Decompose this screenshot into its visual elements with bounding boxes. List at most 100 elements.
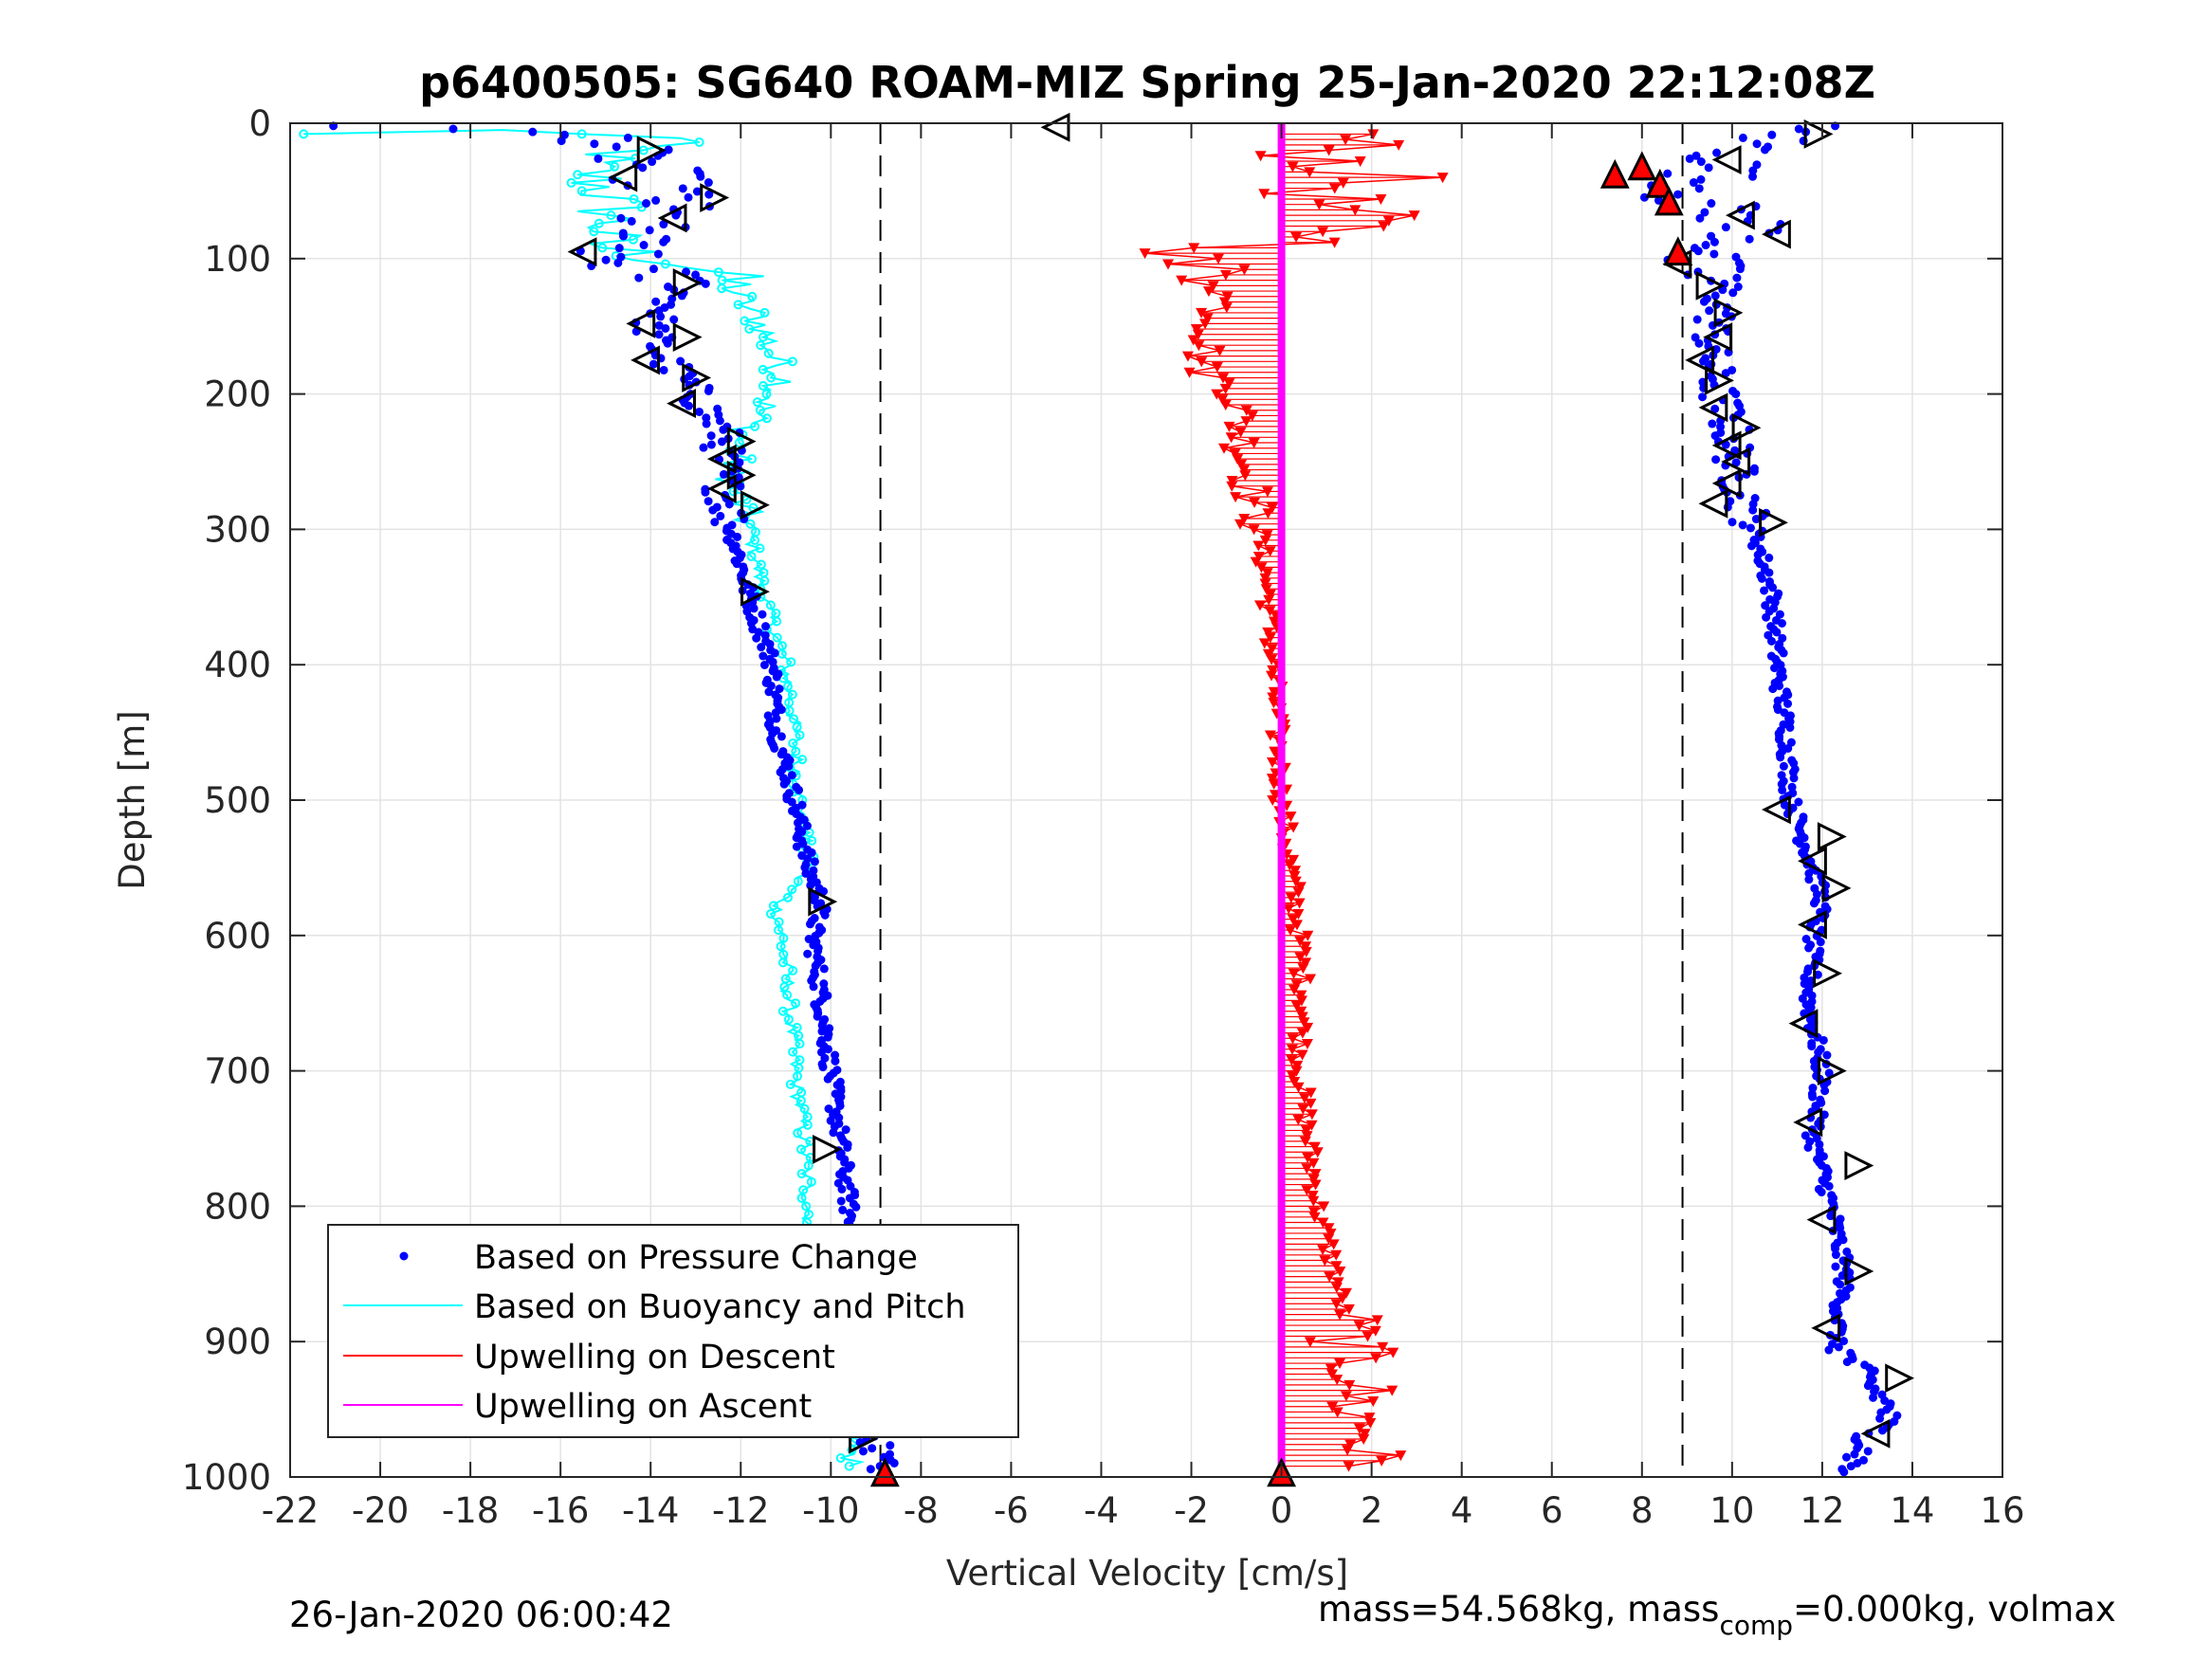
pressure-change-point <box>1689 178 1698 188</box>
upwelling-descent-point <box>1264 632 1276 644</box>
descent-triangle-marker <box>672 322 703 353</box>
pressure-change-point <box>823 1074 832 1084</box>
legend-label-upwelling-ascent: Upwelling on Ascent <box>474 1388 812 1426</box>
buoyancy-pitch-point <box>765 600 776 611</box>
upwelling-descent-point <box>1287 1033 1299 1045</box>
upwelling-descent-point <box>1246 410 1258 422</box>
descent-triangle-marker <box>567 237 597 267</box>
legend-label-pressure: Based on Pressure Change <box>474 1239 918 1277</box>
ascent-triangle-marker <box>1703 322 1733 353</box>
buoyancy-pitch-point <box>793 1128 803 1139</box>
upwelling-descent-point <box>1262 627 1274 638</box>
pressure-change-point <box>1705 306 1714 316</box>
pressure-change-point <box>1694 184 1704 193</box>
pressure-change-point <box>678 184 687 193</box>
pressure-change-point <box>775 684 784 694</box>
pressure-change-point <box>792 842 801 851</box>
buoyancy-pitch-point <box>779 982 790 993</box>
upwelling-descent-point <box>1285 892 1297 903</box>
upwelling-descent-point <box>1223 378 1235 390</box>
upwelling-descent-point <box>1302 1022 1314 1033</box>
pressure-change-point <box>846 1181 855 1191</box>
upwelling-descent-point <box>1286 1055 1298 1066</box>
pressure-change-point <box>1694 338 1704 348</box>
pressure-change-point <box>1824 1068 1834 1078</box>
upwelling-descent-point <box>1408 210 1420 222</box>
pressure-change-point <box>801 868 811 878</box>
upwelling-descent-point <box>1344 1439 1357 1450</box>
upwelling-descent-point <box>1238 513 1251 524</box>
upwelling-descent-point <box>1301 1185 1313 1196</box>
pressure-change-point <box>1785 717 1795 726</box>
upwelling-descent-point <box>1307 1158 1320 1169</box>
pressure-change-point <box>1663 169 1673 178</box>
pressure-change-point <box>1807 991 1817 1000</box>
pressure-change-point <box>761 622 771 631</box>
pressure-change-point <box>805 920 814 929</box>
axis-ticks: -22 -20 -18 -16 -14 -12 -10 -8 -6 -4 -2 0 2 4 6 8 10 12 14… <box>182 103 2025 1531</box>
pressure-change-point <box>1869 1393 1878 1402</box>
buoyancy-pitch-point <box>576 186 587 196</box>
ascent-triangle-marker <box>1705 365 1734 395</box>
upwelling-descent-point <box>1266 774 1278 785</box>
upwelling-descent-point <box>1211 389 1223 400</box>
upwelling-descent-point <box>1261 568 1273 579</box>
pressure-change-point <box>1639 192 1649 202</box>
upwelling-descent-point <box>1232 454 1244 465</box>
upwelling-descent-point <box>1219 400 1232 411</box>
upwelling-descent-point <box>1266 644 1278 655</box>
ascent-triangle-marker <box>1860 1418 1891 1449</box>
upwelling-descent-point <box>1207 281 1219 292</box>
upwelling-descent-point <box>1304 1337 1316 1348</box>
descent-triangle-marker <box>672 268 703 298</box>
upwelling-descent-point <box>1259 578 1271 590</box>
upwelling-descent-point <box>1248 438 1260 449</box>
pressure-change-point <box>770 743 779 753</box>
upwelling-descent-point <box>1258 638 1271 649</box>
descent-triangle-marker <box>1040 112 1070 142</box>
descent-triangle-marker <box>608 162 638 192</box>
upwelling-descent-point <box>1317 227 1329 238</box>
filled-red-triangle-marker <box>1627 151 1657 181</box>
upwelling-descent-point <box>1290 979 1303 991</box>
upwelling-descent-point <box>1325 1228 1337 1239</box>
upwelling-descent-point <box>1318 1201 1330 1212</box>
pressure-change-point <box>764 687 774 697</box>
y-axis-title: Depth [m] <box>112 710 153 889</box>
pressure-change-point <box>840 1158 850 1167</box>
pressure-change-point <box>1673 190 1683 199</box>
pressure-change-point <box>1779 761 1788 771</box>
footer-mass-prefix: mass=54.568kg, mass <box>1318 1589 1719 1630</box>
x-tick-label: -16 <box>532 1490 589 1531</box>
upwelling-descent-point <box>1330 1283 1343 1294</box>
upwelling-descent-point <box>1301 1163 1313 1175</box>
pressure-change-point <box>719 469 728 479</box>
pressure-change-point <box>858 1447 868 1456</box>
buoyancy-pitch-point <box>801 1201 812 1212</box>
pressure-change-point <box>1826 1212 1836 1221</box>
pressure-change-point <box>1699 356 1709 366</box>
upwelling-descent-point <box>1162 259 1175 270</box>
upwelling-descent-point <box>1328 237 1341 248</box>
ascent-triangle-marker <box>1798 846 1827 876</box>
pressure-change-point <box>807 848 816 857</box>
buoyancy-pitch-point <box>594 218 604 228</box>
buoyancy-pitch-point <box>566 177 576 188</box>
buoyancy-pitch-point <box>782 892 793 902</box>
upwelling-descent-point <box>1254 151 1267 162</box>
upwelling-descent-point <box>1334 1358 1346 1370</box>
x-tick-label: 8 <box>1631 1490 1654 1531</box>
pressure-change-point <box>1731 458 1741 467</box>
upwelling-descent-point <box>1181 351 1194 362</box>
pressure-change-point <box>1776 753 1785 762</box>
x-tick-label: 2 <box>1361 1490 1383 1531</box>
pressure-change-point <box>1707 199 1716 209</box>
legend-box <box>327 1224 1019 1438</box>
upwelling-descent-point <box>1259 573 1271 584</box>
pressure-change-point <box>1842 1358 1852 1367</box>
upwelling-descent-point <box>1264 730 1276 741</box>
upwelling-descent-point <box>1326 1401 1339 1413</box>
buoyancy-pitch-point <box>793 876 803 886</box>
ascent-triangle-marker <box>1844 1151 1874 1180</box>
buoyancy-pitch-point <box>756 559 766 570</box>
